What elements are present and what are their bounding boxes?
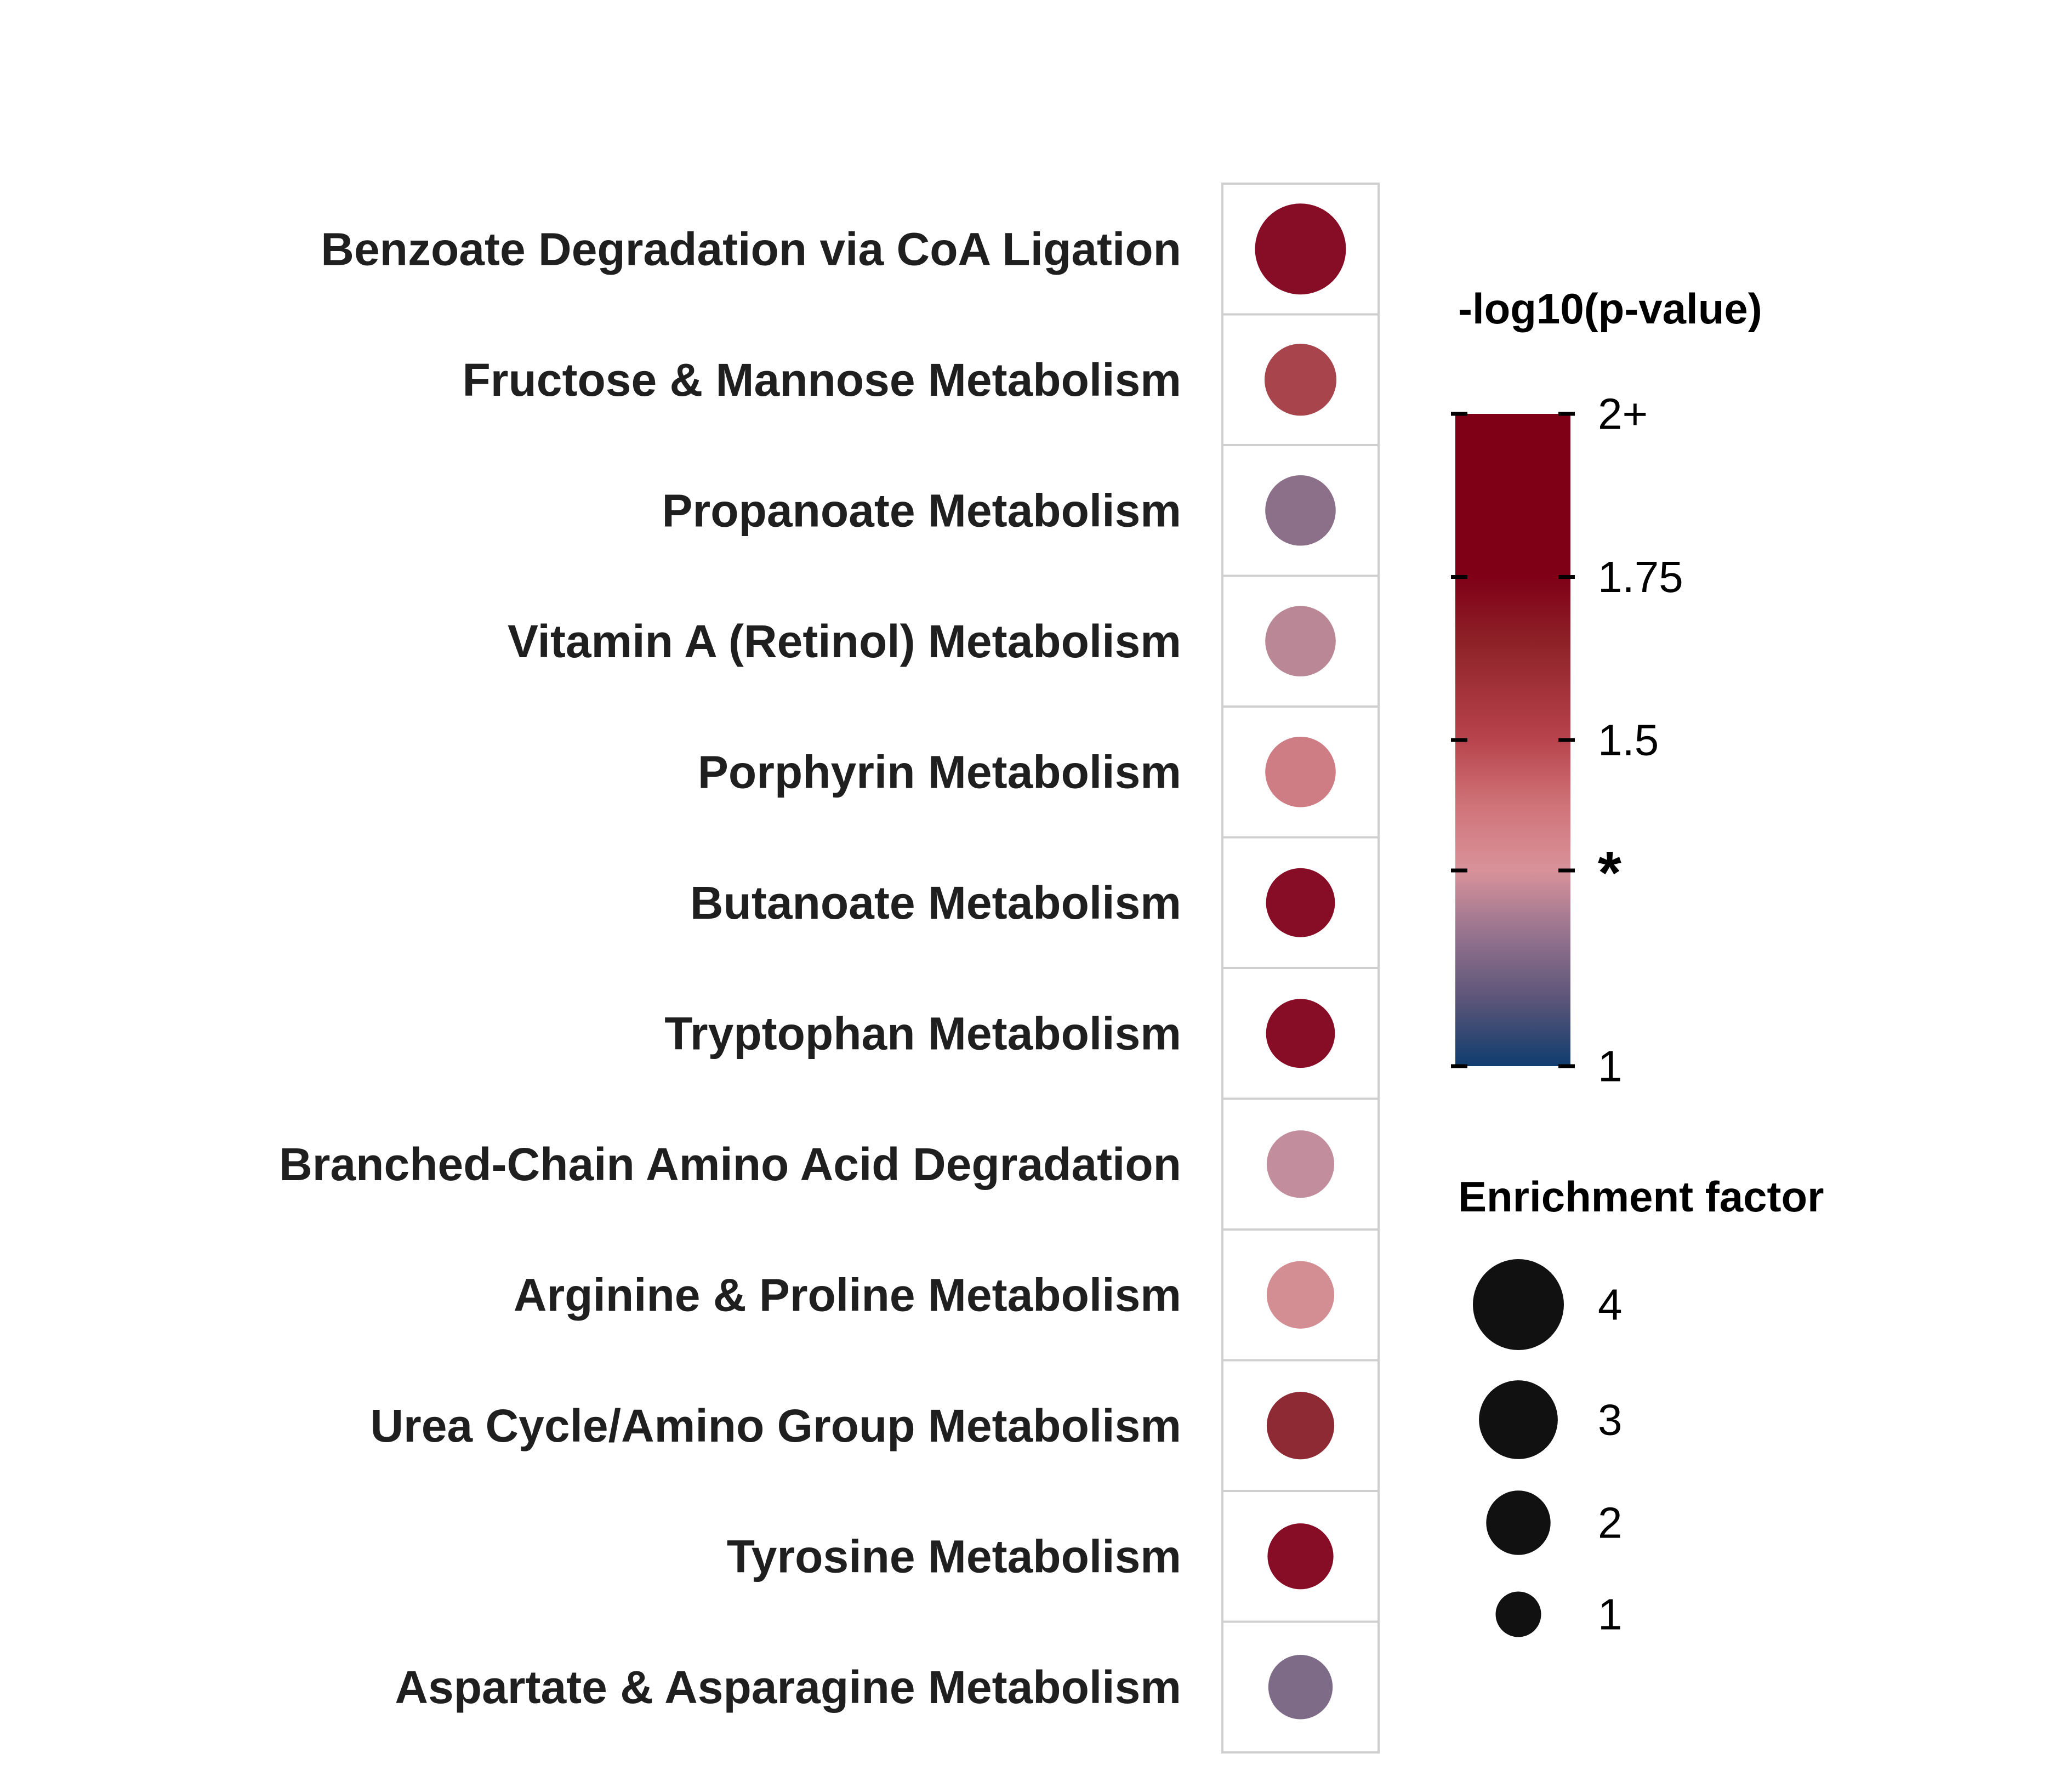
- data-point: [1266, 1261, 1335, 1329]
- category-label: Aspartate & Asparagine Metabolism: [395, 1661, 1181, 1713]
- category-label: Arginine & Proline Metabolism: [514, 1269, 1181, 1320]
- data-point: [1268, 1655, 1333, 1720]
- category-label: Vitamin A (Retinol) Metabolism: [508, 616, 1181, 667]
- colorbar-tick-label: 1: [1598, 1042, 1623, 1091]
- colorbar: [1455, 414, 1570, 1066]
- size-legend-label: 4: [1598, 1280, 1623, 1329]
- colorbar-tick-label: 2+: [1598, 390, 1648, 439]
- size-legend-circle: [1495, 1591, 1541, 1637]
- size-legend-label: 1: [1598, 1590, 1623, 1639]
- data-point: [1267, 1523, 1334, 1590]
- category-label: Branched-Chain Amino Acid Degradation: [279, 1139, 1181, 1190]
- data-point: [1255, 203, 1346, 295]
- category-label: Butanoate Metabolism: [690, 877, 1181, 929]
- data-point: [1264, 344, 1337, 416]
- category-label: Porphyrin Metabolism: [698, 746, 1181, 798]
- data-point: [1266, 868, 1335, 937]
- colorbar-tick-label: 1.5: [1598, 716, 1659, 765]
- data-point: [1265, 475, 1336, 546]
- data-point: [1265, 736, 1336, 807]
- size-legend-label: 2: [1598, 1499, 1623, 1547]
- size-legend-circle: [1479, 1380, 1558, 1459]
- size-legend: Enrichment factor 4 3 2 1: [1458, 1172, 1824, 1639]
- category-label: Tyrosine Metabolism: [727, 1530, 1181, 1582]
- data-point: [1266, 1130, 1335, 1198]
- category-label: Urea Cycle/Amino Group Metabolism: [370, 1400, 1181, 1451]
- color-legend-title: -log10(p-value): [1458, 284, 1762, 333]
- category-label: Benzoate Degradation via CoA Ligation: [321, 223, 1181, 275]
- size-legend-label: 3: [1598, 1396, 1623, 1444]
- plot-area: Benzoate Degradation via CoA Ligation Fru…: [279, 183, 1380, 1754]
- grid-cell: [1221, 1097, 1380, 1231]
- data-point: [1265, 606, 1336, 677]
- colorbar-tick-label: 1.75: [1598, 553, 1683, 601]
- data-point: [1266, 1392, 1335, 1460]
- size-legend-title: Enrichment factor: [1458, 1172, 1824, 1221]
- size-legend-circle: [1473, 1259, 1564, 1350]
- category-label: Propanoate Metabolism: [662, 485, 1181, 536]
- category-label: Tryptophan Metabolism: [664, 1007, 1181, 1059]
- color-legend: -log10(p-value) 2+ 1.75 1.5 * 1: [1451, 284, 1762, 1091]
- category-label: Fructose & Mannose Metabolism: [462, 354, 1181, 406]
- colorbar-tick-label: *: [1598, 839, 1621, 907]
- size-legend-circle: [1486, 1490, 1551, 1555]
- data-point: [1266, 999, 1335, 1068]
